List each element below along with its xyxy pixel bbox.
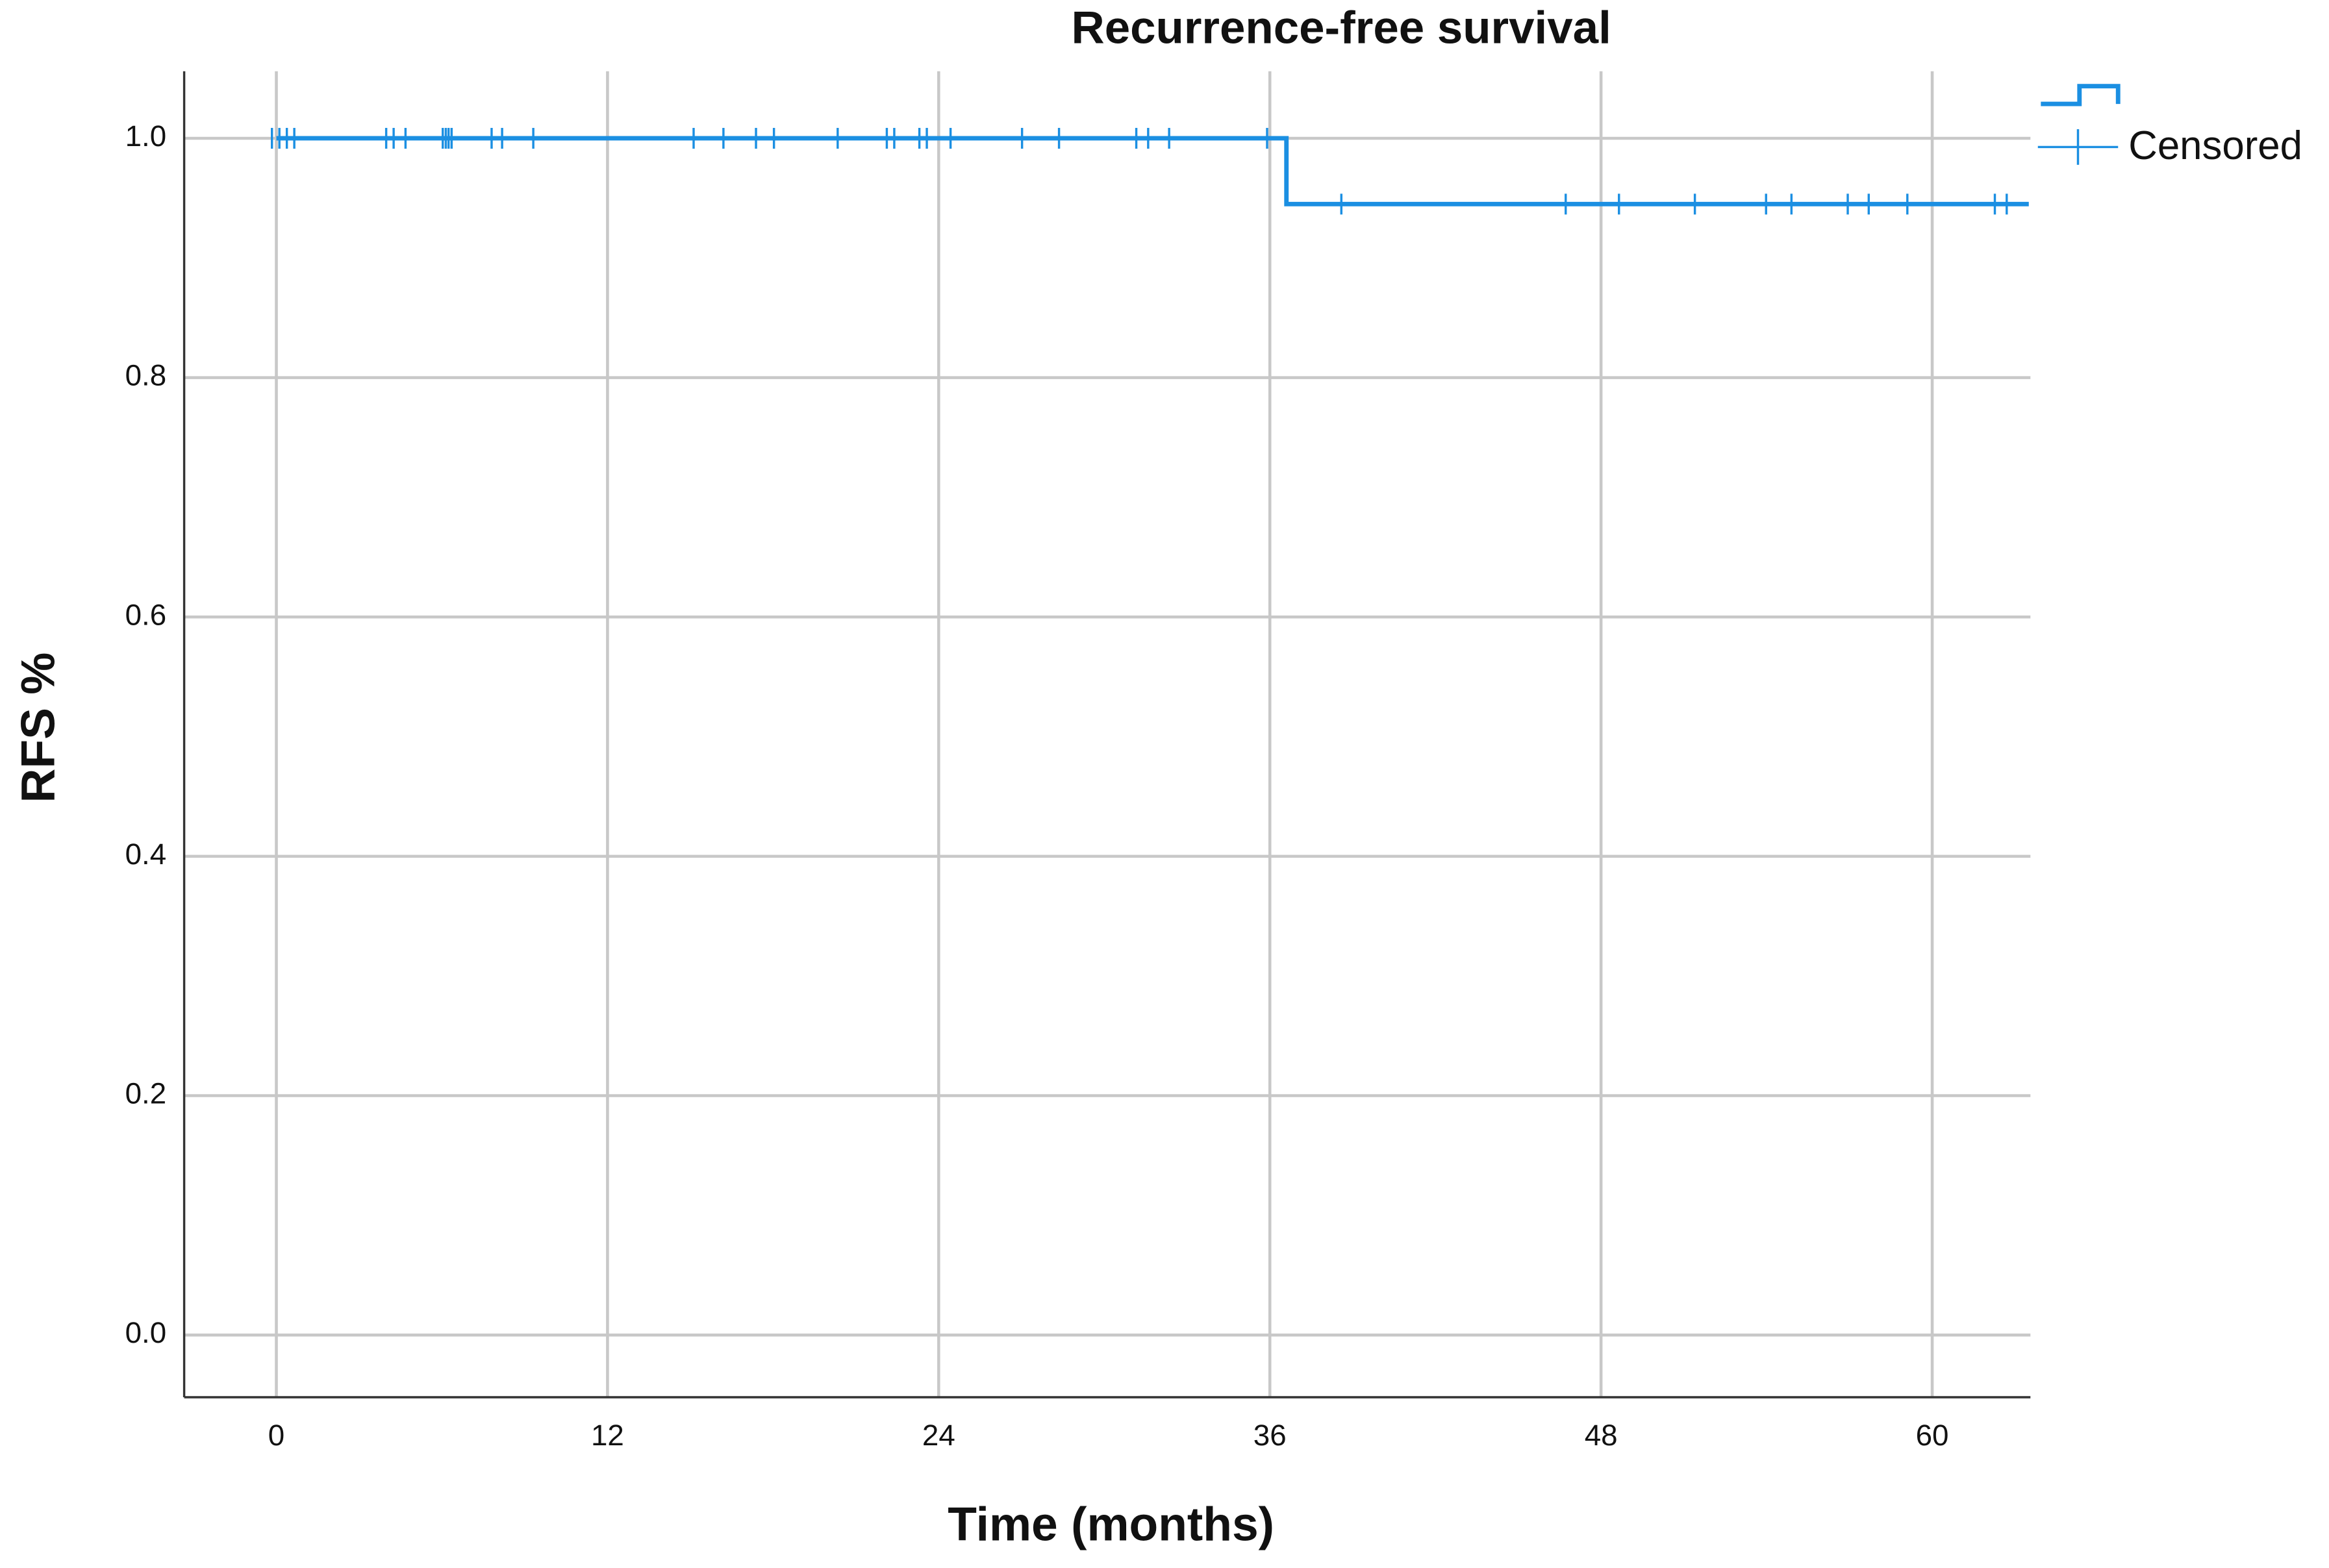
y-tick-label: 0.4 (125, 838, 167, 871)
x-tick-label: 36 (1253, 1419, 1287, 1452)
x-tick-label: 48 (1585, 1419, 1618, 1452)
y-tick-label: 0.8 (125, 359, 167, 392)
y-axis-label: RFS % (11, 653, 64, 803)
legend-line-icon (2041, 84, 2121, 106)
x-axis-label: Time (months) (948, 1498, 1274, 1551)
survival-line (276, 136, 2029, 206)
x-tick-label: 12 (591, 1419, 624, 1452)
y-tick-label: 0.0 (125, 1316, 167, 1349)
x-tick-label: 24 (922, 1419, 955, 1452)
legend-label: Censored (2128, 123, 2302, 168)
y-tick-label: 0.6 (125, 598, 167, 631)
chart-title: Recurrence-free survival (1072, 3, 1611, 54)
y-tick-label: 0.2 (125, 1077, 167, 1110)
x-tick-label: 0 (268, 1419, 284, 1452)
y-tick-label: 1.0 (125, 119, 167, 153)
x-tick-label: 60 (1916, 1419, 1949, 1452)
